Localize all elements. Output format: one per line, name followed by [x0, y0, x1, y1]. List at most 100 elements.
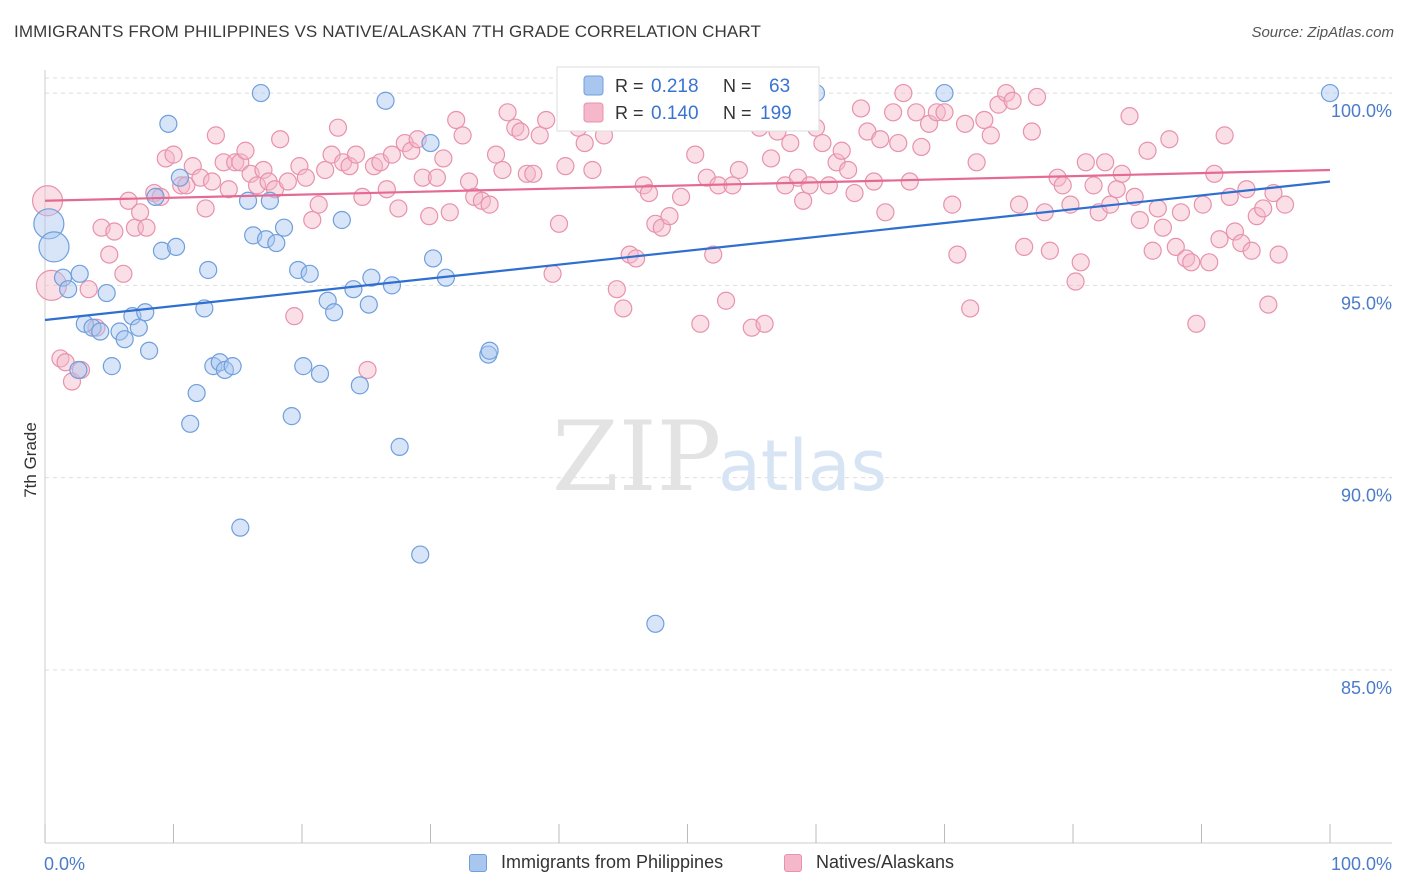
natives-point	[164, 145, 183, 164]
stats-blue-r-label: R =	[615, 76, 644, 96]
natives-point	[781, 133, 800, 153]
natives-point	[453, 126, 472, 145]
natives-point	[511, 122, 530, 141]
legend-swatch-blue	[469, 853, 487, 872]
stats-box: R = 0.218 N = 63 R = 0.140 N = 199	[556, 66, 820, 132]
natives-point	[1225, 222, 1245, 241]
stats-pink-r-value: 0.140	[651, 103, 699, 124]
philippines-trend-line	[44, 180, 1331, 322]
natives-point	[1096, 153, 1115, 172]
natives-point	[1200, 253, 1219, 272]
natives-point	[498, 103, 517, 122]
stats-blue-n-label: N =	[723, 76, 752, 96]
natives-point	[1084, 176, 1103, 195]
natives-point	[975, 110, 994, 130]
natives-point	[1259, 295, 1278, 314]
philippines-point	[344, 280, 363, 299]
natives-point	[851, 99, 871, 118]
natives-point	[1120, 107, 1139, 126]
philippines-point	[129, 318, 148, 337]
philippines-point	[223, 357, 242, 376]
natives-point	[794, 191, 813, 210]
natives-point	[883, 103, 903, 122]
stats-blue-swatch	[583, 75, 604, 96]
philippines-point	[136, 303, 155, 322]
legend-swatch-pink	[784, 853, 802, 872]
natives-point	[100, 245, 119, 264]
natives-point	[377, 180, 396, 199]
natives-point	[137, 218, 156, 237]
natives-point	[340, 157, 359, 176]
natives-point	[1215, 126, 1234, 145]
natives-point	[524, 164, 543, 183]
natives-point	[278, 172, 297, 191]
natives-point	[671, 187, 691, 207]
philippines-point	[181, 414, 200, 433]
natives-point	[1275, 195, 1295, 214]
natives-point	[1143, 241, 1162, 260]
natives-point	[1076, 153, 1095, 172]
natives-point	[1071, 253, 1090, 272]
philippines-point	[70, 264, 89, 283]
natives-point	[691, 314, 710, 333]
natives-point	[236, 141, 255, 160]
natives-point	[130, 203, 150, 222]
watermark-zip: ZIP	[552, 401, 721, 513]
philippines-points	[33, 83, 1340, 633]
philippines-point	[359, 295, 378, 314]
natives-point	[1153, 218, 1173, 237]
natives-point	[1269, 245, 1288, 264]
natives-point	[1009, 195, 1029, 214]
natives-point	[389, 199, 408, 218]
natives-point	[480, 195, 499, 214]
philippines-point	[390, 437, 409, 456]
philippines-point	[33, 208, 65, 240]
natives-point	[607, 280, 626, 299]
philippines-point	[152, 241, 172, 260]
legend-item-natives[interactable]: Natives/Alaskans	[784, 852, 954, 873]
natives-point	[1166, 237, 1185, 257]
stats-blue-r-value: 0.218	[651, 76, 699, 97]
philippines-point	[325, 303, 344, 322]
philippines-point	[423, 249, 443, 268]
philippines-point	[102, 357, 121, 376]
philippines-point	[282, 407, 301, 426]
natives-point	[967, 153, 986, 172]
natives-point	[912, 137, 931, 157]
natives-point	[402, 141, 421, 160]
natives-point	[1254, 199, 1273, 218]
natives-point	[1040, 241, 1059, 260]
legend-label-natives: Natives/Alaskans	[816, 852, 955, 872]
natives-point	[813, 133, 832, 153]
source-credit: Source: ZipAtlas.com	[1251, 24, 1394, 41]
natives-point	[79, 280, 98, 299]
legend-item-philippines[interactable]: Immigrants from Philippines	[469, 852, 723, 873]
natives-point	[285, 307, 304, 326]
natives-point	[900, 172, 919, 191]
natives-point	[309, 195, 328, 214]
natives-point	[1015, 237, 1034, 257]
natives-point	[1022, 122, 1041, 141]
natives-point	[889, 133, 908, 153]
philippines-point	[310, 364, 330, 383]
natives-point	[639, 183, 659, 203]
natives-point	[1148, 199, 1167, 218]
natives-point	[981, 126, 1000, 145]
natives-point	[1210, 230, 1229, 249]
natives-point	[231, 153, 250, 172]
philippines-point	[139, 341, 159, 360]
natives-point	[303, 210, 322, 230]
natives-point	[493, 160, 512, 180]
chart-title: IMMIGRANTS FROM PHILIPPINES VS NATIVE/AL…	[14, 22, 761, 41]
natives-point	[427, 168, 447, 187]
philippines-point	[382, 276, 402, 295]
zipatlas-watermark: ZIP atlas	[552, 401, 887, 513]
philippines-point	[318, 291, 337, 310]
philippines-point	[362, 268, 381, 287]
philippines-point	[332, 210, 351, 230]
natives-point	[1182, 253, 1201, 272]
natives-point	[839, 160, 858, 180]
natives-point	[729, 160, 749, 180]
natives-point	[1232, 233, 1251, 253]
natives-point	[316, 160, 335, 180]
